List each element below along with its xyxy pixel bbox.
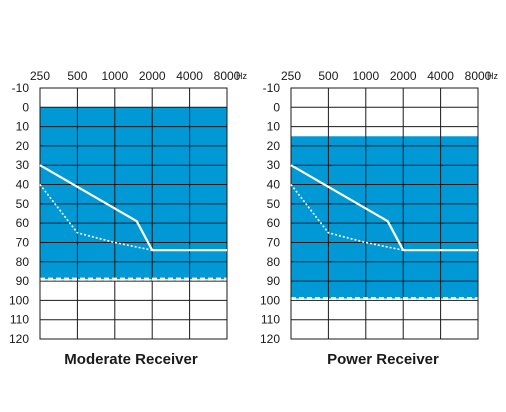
y-tick-label: 110 — [10, 313, 29, 327]
y-tick-label: 50 — [16, 197, 30, 211]
y-tick-label: 40 — [267, 178, 281, 192]
x-tick-label: 1000 — [352, 69, 379, 83]
y-tick-label: 0 — [22, 100, 29, 114]
y-tick-label: 30 — [267, 158, 281, 172]
x-tick-label: 8000 — [465, 69, 492, 83]
x-tick-label: 250 — [30, 69, 50, 83]
y-tick-label: 10 — [267, 120, 281, 134]
x-tick-label: 8000 — [214, 69, 241, 83]
x-tick-label: 2000 — [390, 69, 417, 83]
y-tick-label: 90 — [267, 274, 281, 288]
y-tick-label: -10 — [263, 81, 281, 95]
series-line-solid — [39, 164, 227, 252]
x-unit-label: Hz — [487, 71, 498, 81]
y-tick-label: 50 — [267, 197, 281, 211]
y-tick-label: 80 — [267, 255, 281, 269]
plot-frame — [39, 87, 228, 340]
y-tick-label: 70 — [267, 235, 281, 249]
y-tick-label: 110 — [261, 313, 280, 327]
plot-frame — [290, 87, 479, 340]
chart-title: Power Receiver — [327, 351, 439, 368]
x-tick-label: 500 — [318, 69, 338, 83]
y-tick-label: 120 — [260, 332, 280, 346]
y-tick-label: 30 — [16, 158, 30, 172]
y-tick-label: 100 — [9, 293, 29, 307]
y-tick-label: 70 — [16, 235, 30, 249]
y-tick-label: 40 — [16, 178, 30, 192]
x-tick-label: 500 — [67, 69, 87, 83]
fitting-range-area — [40, 107, 227, 280]
series-line-dotted — [290, 184, 478, 251]
x-unit-label: Hz — [236, 71, 247, 81]
y-tick-label: 10 — [16, 120, 30, 134]
x-tick-label: 1000 — [101, 69, 128, 83]
y-tick-label: 60 — [16, 216, 30, 230]
y-tick-label: 90 — [16, 274, 30, 288]
chart-title: Moderate Receiver — [64, 351, 198, 368]
fitting-range-area — [291, 136, 478, 299]
x-tick-label: 4000 — [427, 69, 454, 83]
x-tick-label: 4000 — [176, 69, 203, 83]
y-tick-label: 80 — [16, 255, 30, 269]
y-tick-label: 0 — [273, 100, 280, 114]
y-tick-label: 20 — [16, 139, 30, 153]
series-line-dotted — [39, 184, 227, 251]
x-tick-label: 250 — [281, 69, 301, 83]
y-tick-label: 120 — [9, 332, 29, 346]
y-tick-label: -10 — [12, 81, 30, 95]
x-tick-label: 2000 — [139, 69, 166, 83]
y-tick-label: 100 — [260, 293, 280, 307]
y-tick-label: 60 — [267, 216, 281, 230]
y-tick-label: 20 — [267, 139, 281, 153]
series-line-solid — [290, 164, 478, 252]
